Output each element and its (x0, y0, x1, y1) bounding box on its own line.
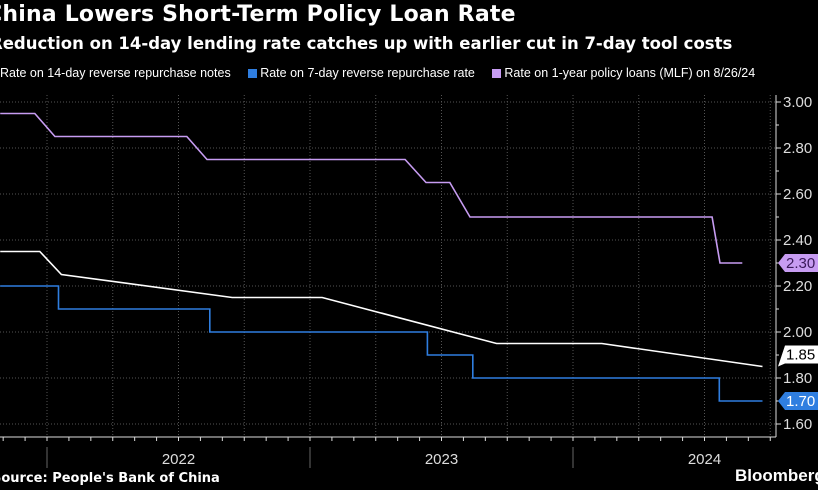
y-tick-label: 2.00 (783, 324, 812, 341)
last-value-label: 1.70 (786, 393, 815, 410)
legend-swatch-mlf (492, 69, 502, 78)
y-tick-label: 2.20 (783, 278, 812, 295)
y-tick-label: 2.80 (783, 140, 812, 157)
last-value-badge (778, 254, 818, 272)
legend-item-mlf: Rate on 1-year policy loans (MLF) on 8/2… (492, 66, 755, 80)
y-tick-label: 2.40 (783, 232, 812, 249)
legend-label-mlf: Rate on 1-year policy loans (MLF) on 8/2… (504, 66, 756, 80)
last-value-badge (778, 345, 818, 367)
legend-item-14day: Rate on 14-day reverse repurchase notes (0, 66, 231, 80)
y-tick-label: 1.60 (783, 416, 812, 433)
legend: Rate on 14-day reverse repurchase notes … (0, 66, 769, 80)
last-value-badge (778, 392, 818, 410)
chart-title: China Lowers Short-Term Policy Loan Rate (0, 2, 516, 27)
series-line-1 (0, 285, 763, 402)
x-tick-label: 2022 (162, 451, 195, 468)
legend-label-7day: Rate on 7-day reverse repurchase rate (260, 66, 475, 80)
x-tick-label: 2023 (425, 451, 458, 468)
bloomberg-logo: Bloomberg (735, 466, 818, 485)
legend-item-7day: Rate on 7-day reverse repurchase rate (248, 66, 475, 80)
legend-label-14day: Rate on 14-day reverse repurchase notes (0, 66, 231, 80)
y-tick-label: 2.60 (783, 186, 812, 203)
last-value-label: 2.30 (786, 255, 815, 272)
series-line-0 (0, 250, 763, 368)
legend-swatch-7day (248, 69, 258, 78)
series-line-2 (0, 112, 743, 264)
source-note: Source: People's Bank of China (0, 471, 220, 486)
y-tick-label: 1.80 (783, 370, 812, 387)
x-tick-label: 2024 (688, 451, 721, 468)
chart-subtitle: Reduction on 14-day lending rate catches… (0, 34, 733, 53)
last-value-label: 1.85 (786, 347, 815, 364)
y-tick-label: 3.00 (783, 94, 812, 111)
